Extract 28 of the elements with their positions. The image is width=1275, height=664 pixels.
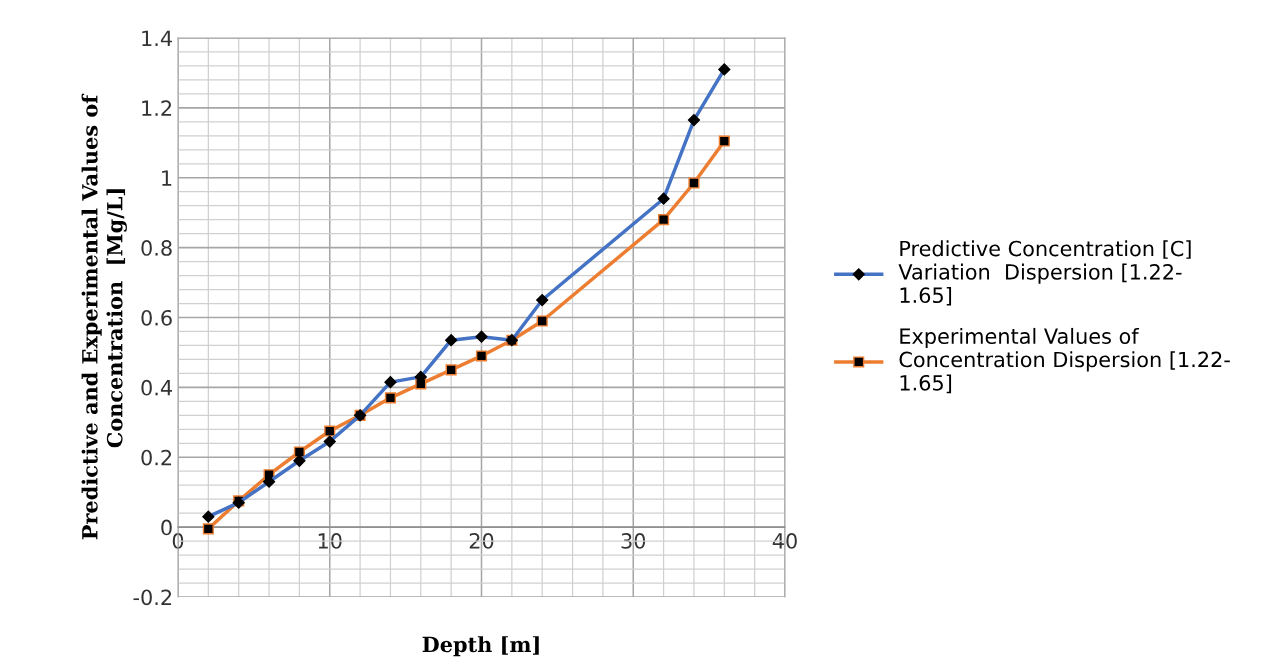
- x-tick-label: 30: [621, 533, 646, 549]
- legend-label: Experimental Values of Concentration Dispersion [1.22- 1.65]: [899, 327, 1230, 394]
- x-tick-label: 0: [172, 533, 184, 549]
- point: [475, 350, 488, 362]
- y-tick-label: 0.6: [141, 309, 172, 326]
- point: [202, 523, 214, 535]
- y-axis-title: Predictive and Experimental Values of Concentration [Mg/L]: [81, 93, 127, 540]
- point: [384, 392, 397, 404]
- y-tick-label: 0.4: [141, 379, 172, 396]
- x-tick-label: 10: [318, 533, 342, 549]
- legend-label: Predictive Concentration [C] Variation Dispersion [1.22- 1.65]: [898, 240, 1191, 306]
- x-axis-title: Depth [m]: [422, 636, 539, 657]
- x-tick-label: 40: [772, 533, 797, 549]
- y-tick-label: 1: [162, 170, 172, 186]
- point: [324, 425, 336, 437]
- y-tick-label: 0: [161, 519, 172, 536]
- y-tick-label: 0.8: [141, 240, 172, 256]
- point: [688, 177, 700, 189]
- point: [445, 364, 457, 376]
- y-tick-label: 0.2: [141, 449, 172, 466]
- point: [536, 315, 548, 327]
- y-tick-label: 1.2: [142, 100, 172, 116]
- x-tick-label: 20: [469, 533, 494, 549]
- point: [658, 214, 670, 226]
- point: [718, 135, 730, 147]
- y-tick-label: 1.4: [142, 30, 172, 46]
- point: [293, 446, 305, 458]
- y-tick-label: -0.2: [133, 589, 172, 606]
